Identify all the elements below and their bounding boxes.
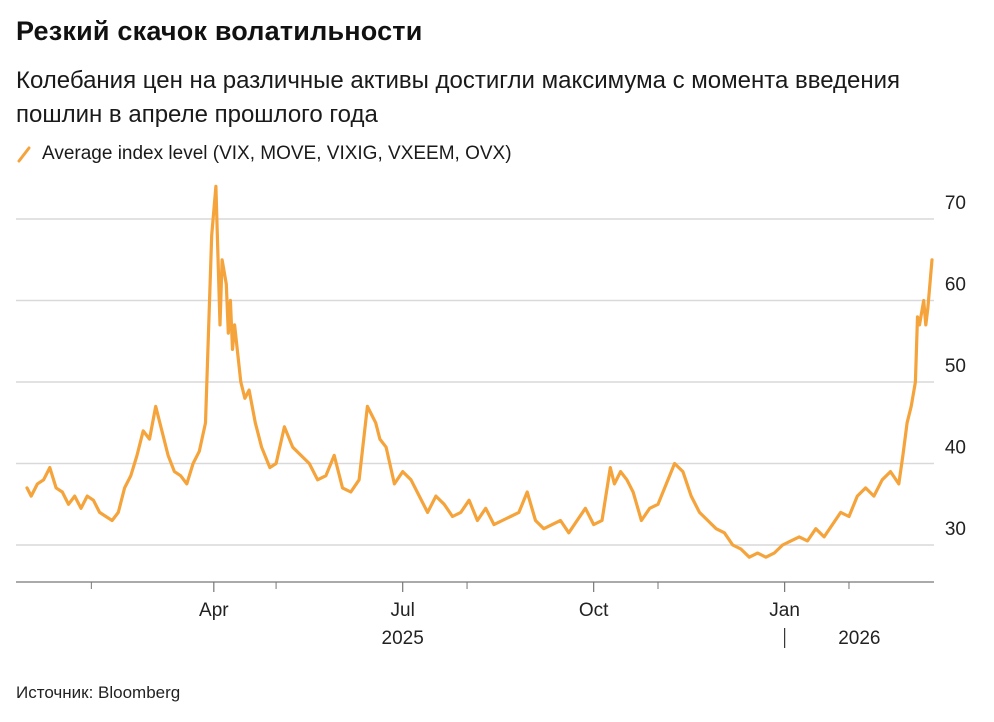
x-axis: Apr Jul Oct Jan 2025 2026 [16,581,934,649]
x-tick-label-jan: Jan [769,600,800,621]
series-layer [25,184,934,559]
x-tick-label-jul: Jul [391,600,415,621]
y-tick-label-40: 40 [945,438,966,459]
source-note: Источник: Bloomberg [16,683,181,702]
series-line-average-index [25,184,934,559]
y-tick-label-70: 70 [945,193,966,214]
chart-title: Резкий скачок волатильности [16,16,423,46]
year-label-2026: 2026 [838,628,880,649]
legend: Average index level (VIX, MOVE, VIXIG, V… [16,143,512,165]
chart-subtitle: Колебания цен на различные активы достиг… [16,67,901,128]
x-tick-label-apr: Apr [199,600,229,621]
y-tick-label-30: 30 [945,519,966,540]
year-label-2025: 2025 [382,628,424,649]
x-tick-label-oct: Oct [579,600,609,621]
y-tick-label-60: 60 [945,275,966,296]
gridlines [16,218,934,546]
legend-line-swatch [17,146,31,163]
legend-label: Average index level (VIX, MOVE, VIXIG, V… [42,143,512,164]
y-tick-label-50: 50 [945,356,966,377]
y-axis: 30 40 50 60 70 [945,193,966,540]
